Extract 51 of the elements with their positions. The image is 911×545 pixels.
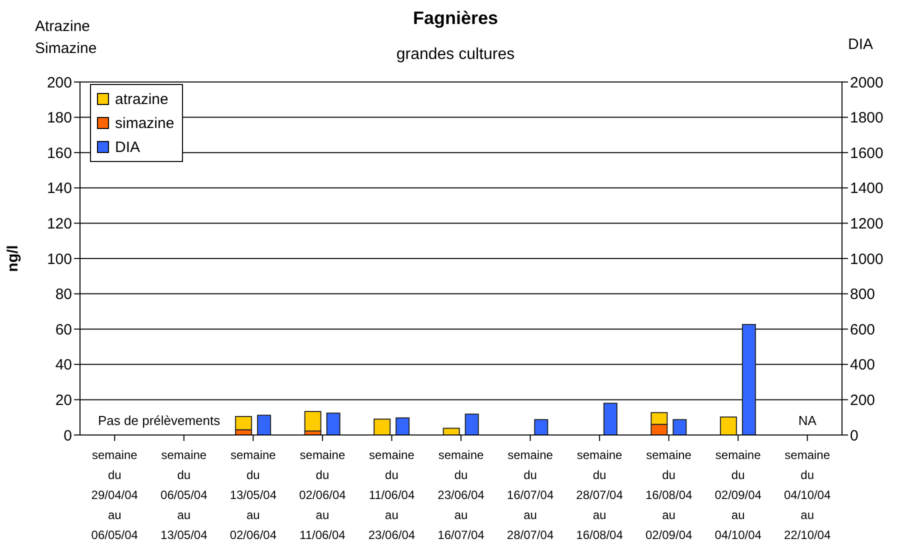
y-tick-label: 180	[46, 110, 72, 127]
x-tick-label: semaine du 02/06/04 au 11/06/04	[299, 448, 346, 542]
bar	[534, 419, 548, 435]
y-tick-label: 0	[64, 427, 72, 444]
y-tick-label: 80	[55, 286, 72, 304]
y-tick-label: 200	[46, 74, 72, 92]
bar	[396, 417, 410, 435]
y2-tick-label: 1400	[850, 180, 884, 198]
y-tick-label: 40	[55, 356, 72, 374]
y-tick-label: 100	[46, 250, 72, 268]
x-tick-label: semaine du 16/08/04 au 02/09/04	[645, 448, 692, 542]
y2-tick-label: 1000	[850, 250, 884, 268]
legend-label: DIA	[115, 138, 140, 156]
x-tick-label: semaine du 06/05/04 au 13/05/04	[160, 448, 208, 542]
y-axis-title: ng/l	[4, 245, 22, 272]
y2-tick-label: 1800	[850, 110, 884, 127]
bar	[257, 414, 272, 435]
y2-tick-label: 1600	[850, 144, 884, 162]
bar	[742, 324, 756, 435]
x-tick-label: semaine du 04/10/04 au 22/10/04	[784, 448, 832, 542]
chart-subtitle: grandes cultures	[396, 46, 515, 63]
bar	[464, 414, 479, 435]
annotation: NA	[798, 413, 816, 429]
x-tick-label: semaine du 16/07/04 au 28/07/04	[506, 448, 554, 542]
text: Atrazine Simazine	[35, 17, 97, 59]
bar	[672, 419, 687, 435]
x-tick-label: semaine du 23/06/04 au 16/07/04	[438, 448, 485, 542]
x-tick-label: semaine du 11/06/04 au 23/06/04	[368, 448, 416, 542]
x-tick-label: semaine du 13/05/04 au 02/06/04	[230, 448, 277, 542]
bar	[326, 412, 340, 435]
y2-axis-title: DIA	[848, 36, 873, 53]
y-tick-label: 20	[55, 392, 72, 410]
x-tick-label: semaine du 02/09/04 au 04/10/04	[714, 448, 762, 542]
x-tick-label: semaine du 28/07/04 au 16/08/04	[576, 448, 624, 542]
y2-tick-label: 0	[850, 427, 858, 444]
y-tick-label: 140	[46, 180, 72, 198]
x-tick-label: semaine du 29/04/04 au 06/05/04	[91, 448, 138, 542]
y2-tick-label: 1200	[850, 216, 884, 233]
y2-tick-label: 400	[850, 356, 876, 374]
y2-tick-label: 200	[850, 392, 876, 410]
y-tick-label: 60	[55, 321, 72, 338]
y2-tick-label: 2000	[850, 74, 884, 92]
y-tick-label: 120	[46, 216, 72, 233]
bar	[603, 402, 618, 435]
chart-title: Fagnières	[412, 8, 498, 28]
y2-tick-label: 800	[850, 286, 876, 304]
legend-label: atrazine	[115, 90, 168, 108]
legend-label: simazine	[115, 114, 174, 132]
y-tick-label: 160	[46, 144, 72, 162]
y2-tick-label: 600	[850, 321, 876, 338]
annotation: Pas de prélèvements	[98, 413, 220, 429]
